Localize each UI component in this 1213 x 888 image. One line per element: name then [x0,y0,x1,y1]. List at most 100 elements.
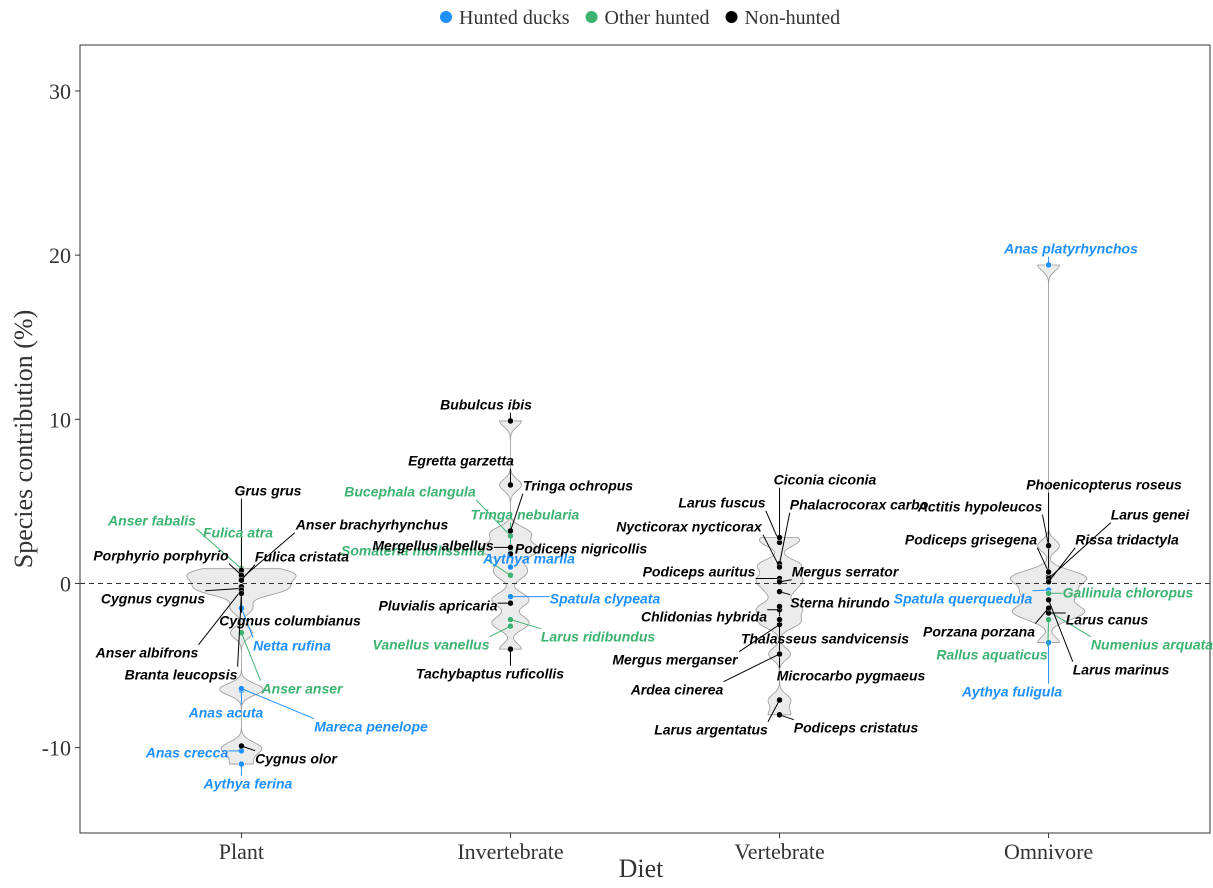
leader-line [195,528,242,570]
leader-line [762,534,780,568]
leader-line [779,591,791,596]
species-label: Mergus serrator [792,564,900,580]
leader-line [1047,619,1050,647]
species-label: Microcarbo pygmaeus [777,668,926,684]
leader-line [738,624,780,653]
species-label: Tachybaptus ruficollis [416,666,564,682]
species-label: Anser albifrons [95,645,199,661]
species-label: Podiceps auritus [643,564,756,580]
species-label: Fulica cristata [255,549,349,565]
species-label: Phoenicopterus roseus [1026,477,1182,493]
species-label: Netta rufina [253,638,331,654]
species-label: Larus argentatus [654,722,768,738]
species-label: Larus marinus [1073,662,1170,678]
species-label: Grus grus [235,483,302,499]
leader-line [484,558,511,576]
legend-label: Non-hunted [745,7,841,29]
point [507,563,514,571]
species-label: Rallus aquaticus [936,647,1047,663]
leader-line [228,563,242,576]
legend-label: Other hunted [605,7,710,29]
species-label: Gallinula chloropus [1063,585,1194,601]
species-label: Anas crecca [145,745,229,761]
species-label: Actitis hypoleucos [917,499,1043,515]
x-axis-title: Diet [619,854,665,883]
leader-line [241,688,315,720]
species-label: Larus fuscus [678,495,765,511]
species-label: Podiceps cristatus [794,720,919,736]
species-label: Cygnus cygnus [101,591,205,607]
point [507,550,514,558]
leader-line [489,625,511,638]
species-label: Fulica atra [203,525,273,541]
species-label: Branta leucopsis [125,667,238,683]
species-label: Numenius arquata [1091,637,1213,653]
leader-line [1048,547,1076,583]
species-label: Ciconia ciconia [774,472,877,488]
species-label: Egretta garzetta [408,453,514,469]
species-label: Porphyrio porphyrio [93,548,229,564]
legend-label: Hunted ducks [459,7,570,29]
species-label: Rissa tridactyla [1075,532,1179,548]
species-label: Mergus merganser [612,652,739,668]
y-tick-label: 0 [60,571,71,596]
species-label: Spatula clypeata [550,591,661,607]
species-label: Tringa ochropus [523,478,633,494]
species-label: Anas acuta [188,705,264,721]
leader-line [723,653,780,683]
leader-line [1032,589,1049,592]
species-label: Podiceps nigricollis [515,541,647,557]
leader-line [779,512,791,564]
legend-marker [585,11,598,23]
leader-line [237,593,242,667]
species-label: Anser anser [261,681,344,697]
species-label: Larus genei [1111,507,1191,523]
leader-line [241,532,296,579]
leader-line [240,632,261,681]
y-tick-label: -10 [42,736,71,761]
species-label: Thalasseus sandvicensis [741,631,909,647]
species-label: Larus ridibundus [541,629,656,645]
species-label: Aythya fuligula [961,684,1063,700]
species-label: Anser brachyrhynchus [295,517,449,533]
species-label: Porzana porzana [923,624,1035,640]
leader-line [241,745,256,752]
leader-line [1034,607,1049,625]
leader-line [198,589,242,646]
x-tick-label: Invertebrate [457,839,563,864]
legend-marker [725,11,738,23]
leader-line [510,493,524,532]
species-label: Chlidonias hybrida [641,609,767,625]
leader-line [475,499,511,537]
species-label: Aythya marila [482,551,575,567]
species-label: Bubulcus ibis [440,397,532,413]
species-label: Nycticorax nycticorax [616,519,763,535]
species-label: Aythya ferina [203,776,293,792]
leader-line [1048,599,1074,662]
labels: Netta rufina Anas acuta Mareca penelope Ana… [93,241,1213,792]
species-label: Spatula querquedula [894,591,1033,607]
species-label: Cygnus olor [255,751,338,767]
leader-line [510,619,541,630]
x-tick-label: Vertebrate [734,839,824,864]
y-tick-label: 10 [49,407,71,432]
species-label: Mareca penelope [314,719,428,735]
species-label: Bucephala clangula [344,484,476,500]
x-tick-label: Omnivore [1004,839,1093,864]
x-tick-label: Plant [219,839,264,864]
leader-line [779,714,794,721]
leader-line [1036,547,1050,573]
panel [79,44,1211,834]
leader-line [240,607,254,638]
y-axis-title: Species contribution (%) [9,310,38,569]
leader-line [241,564,256,581]
leader-line [205,587,242,592]
species-label: Pluvialis apricaria [378,598,497,614]
species-label: Sterna hirundo [790,595,890,611]
y-tick-label: 20 [49,243,71,268]
species-label: Mergellus albellus [372,538,494,554]
y-tick-label: 30 [49,79,71,104]
legend-marker [440,11,452,23]
species-label: Ardea cinerea [630,682,724,698]
